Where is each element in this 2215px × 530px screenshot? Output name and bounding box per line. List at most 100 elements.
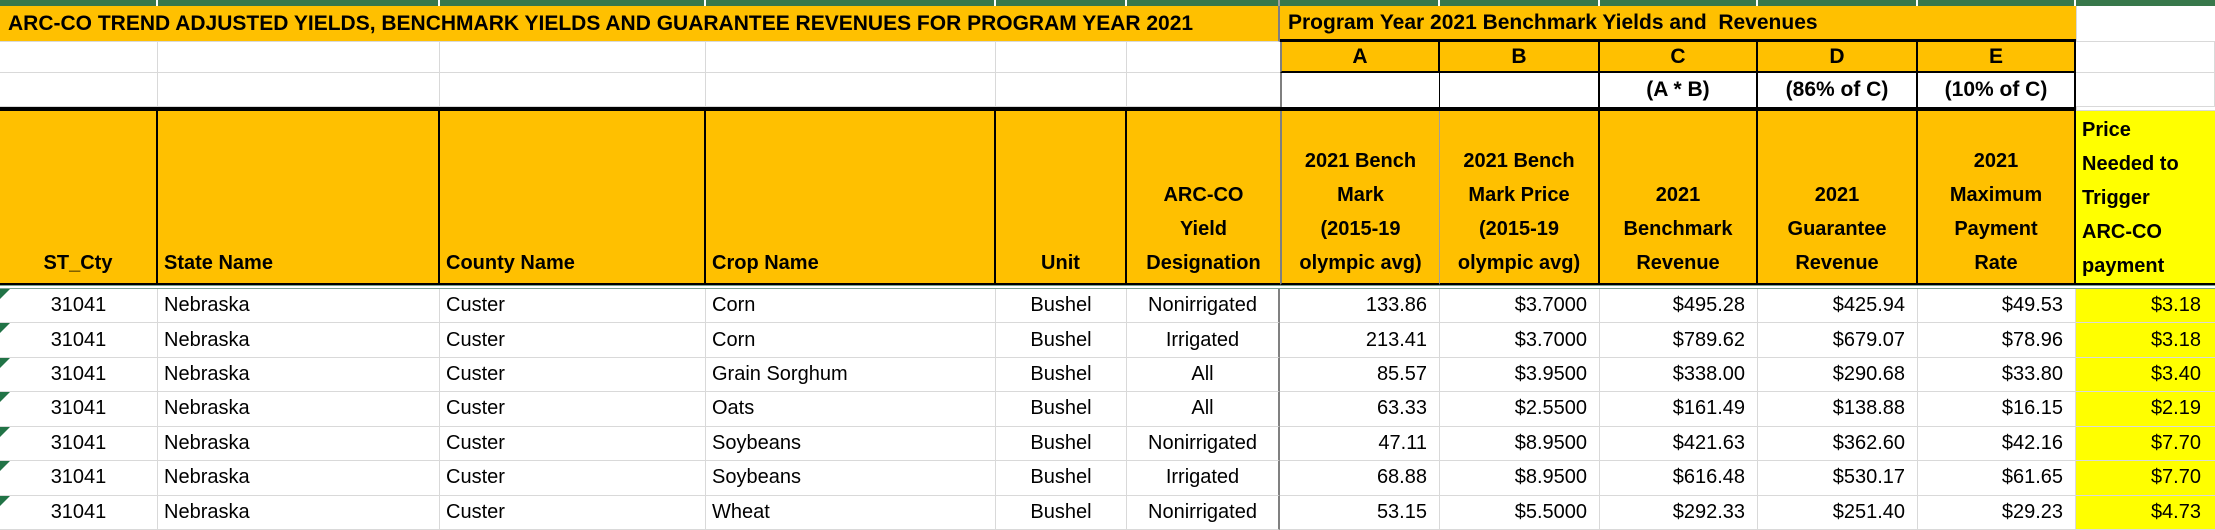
header-crop-name[interactable]: Crop Name [706,111,996,285]
empty-cell[interactable] [158,73,440,107]
cell-st-cty[interactable]: 31041 [0,323,158,358]
cell-benchmark-price[interactable]: $3.7000 [1440,289,1600,324]
column-letter-b[interactable]: B [1440,42,1600,73]
cell-county-name[interactable]: Custer [440,357,706,393]
cell-maximum-payment-rate[interactable]: $42.16 [1918,426,2076,462]
cell-st-cty[interactable]: 31041 [0,392,158,427]
cell-yield-designation[interactable]: Irrigated [1127,461,1280,496]
cell-yield-designation[interactable]: All [1127,392,1280,427]
header-2021-benchmark-yield[interactable]: 2021 Bench Mark (2015-19 olympic avg) [1280,111,1440,285]
cell-st-cty[interactable]: 31041 [0,495,158,530]
cell-benchmark-price[interactable]: $3.9500 [1440,357,1600,393]
column-letter-d[interactable]: D [1758,42,1918,73]
cell-benchmark-revenue[interactable]: $495.28 [1600,289,1758,324]
cell-crop-name[interactable]: Oats [706,392,996,427]
cell-st-cty[interactable]: 31041 [0,426,158,462]
formula-d[interactable]: (86% of C) [1758,73,1918,107]
cell-maximum-payment-rate[interactable]: $49.53 [1918,289,2076,324]
cell-benchmark-yield[interactable]: 53.15 [1280,495,1440,530]
cell-unit[interactable]: Bushel [996,426,1127,462]
cell-price-needed-to-trigger[interactable]: $7.70 [2076,426,2215,462]
cell-yield-designation[interactable]: Nonirrigated [1127,495,1280,530]
cell-maximum-payment-rate[interactable]: $33.80 [1918,357,2076,393]
cell-maximum-payment-rate[interactable]: $61.65 [1918,461,2076,496]
cell-crop-name[interactable]: Corn [706,289,996,324]
cell-crop-name[interactable]: Soybeans [706,461,996,496]
cell-crop-name[interactable]: Soybeans [706,426,996,462]
cell-benchmark-revenue[interactable]: $338.00 [1600,357,1758,393]
header-2021-benchmark-price[interactable]: 2021 Bench Mark Price (2015-19 olympic a… [1440,111,1600,285]
cell-maximum-payment-rate[interactable]: $29.23 [1918,495,2076,530]
empty-cell[interactable] [1127,73,1280,107]
cell-yield-designation[interactable]: Nonirrigated [1127,426,1280,462]
cell-price-needed-to-trigger[interactable]: $2.19 [2076,392,2215,427]
cell-maximum-payment-rate[interactable]: $16.15 [1918,392,2076,427]
empty-cell[interactable] [0,73,158,107]
cell-benchmark-yield[interactable]: 213.41 [1280,323,1440,358]
cell-county-name[interactable]: Custer [440,323,706,358]
cell-unit[interactable]: Bushel [996,289,1127,324]
cell-price-needed-to-trigger[interactable]: $7.70 [2076,461,2215,496]
header-2021-benchmark-revenue[interactable]: 2021 Benchmark Revenue [1600,111,1758,285]
cell-guarantee-revenue[interactable]: $530.17 [1758,461,1918,496]
cell-benchmark-revenue[interactable]: $421.63 [1600,426,1758,462]
cell-state-name[interactable]: Nebraska [158,392,440,427]
cell-guarantee-revenue[interactable]: $290.68 [1758,357,1918,393]
cell-price-needed-to-trigger[interactable]: $3.18 [2076,323,2215,358]
cell-benchmark-yield[interactable]: 63.33 [1280,392,1440,427]
header-unit[interactable]: Unit [996,111,1127,285]
cell-county-name[interactable]: Custer [440,461,706,496]
cell-benchmark-revenue[interactable]: $616.48 [1600,461,1758,496]
cell-guarantee-revenue[interactable]: $679.07 [1758,323,1918,358]
cell-benchmark-revenue[interactable]: $161.49 [1600,392,1758,427]
cell-benchmark-price[interactable]: $2.5500 [1440,392,1600,427]
cell-guarantee-revenue[interactable]: $425.94 [1758,289,1918,324]
cell-unit[interactable]: Bushel [996,357,1127,393]
cell-unit[interactable]: Bushel [996,461,1127,496]
cell-county-name[interactable]: Custer [440,289,706,324]
cell-benchmark-price[interactable]: $5.5000 [1440,495,1600,530]
cell-guarantee-revenue[interactable]: $138.88 [1758,392,1918,427]
cell-st-cty[interactable]: 31041 [0,461,158,496]
column-letter-c[interactable]: C [1600,42,1758,73]
empty-cell[interactable] [2076,73,2215,107]
cell-state-name[interactable]: Nebraska [158,323,440,358]
empty-cell[interactable] [706,42,996,73]
main-title-cell[interactable]: ARC-CO TREND ADJUSTED YIELDS, BENCHMARK … [0,6,1280,42]
cell-benchmark-revenue[interactable]: $789.62 [1600,323,1758,358]
column-letter-e[interactable]: E [1918,42,2076,73]
cell-benchmark-yield[interactable]: 133.86 [1280,289,1440,324]
empty-cell[interactable] [0,42,158,73]
benchmark-section-title-cell[interactable]: Program Year 2021 Benchmark Yields and R… [1280,6,2076,42]
cell-st-cty[interactable]: 31041 [0,289,158,324]
cell-crop-name[interactable]: Wheat [706,495,996,530]
cell-county-name[interactable]: Custer [440,426,706,462]
empty-cell[interactable] [996,73,1127,107]
cell-crop-name[interactable]: Corn [706,323,996,358]
cell-state-name[interactable]: Nebraska [158,495,440,530]
column-letter-a[interactable]: A [1280,42,1440,73]
formula-e[interactable]: (10% of C) [1918,73,2076,107]
cell-benchmark-revenue[interactable]: $292.33 [1600,495,1758,530]
empty-cell[interactable] [1440,73,1600,107]
header-arc-co-yield-designation[interactable]: ARC-CO Yield Designation [1127,111,1280,285]
empty-cell[interactable] [1280,73,1440,107]
cell-yield-designation[interactable]: Nonirrigated [1127,289,1280,324]
cell-benchmark-price[interactable]: $8.9500 [1440,461,1600,496]
cell-guarantee-revenue[interactable]: $251.40 [1758,495,1918,530]
header-state-name[interactable]: State Name [158,111,440,285]
empty-cell[interactable] [2076,6,2215,42]
empty-cell[interactable] [2076,42,2215,73]
cell-unit[interactable]: Bushel [996,392,1127,427]
cell-state-name[interactable]: Nebraska [158,289,440,324]
header-county-name[interactable]: County Name [440,111,706,285]
cell-st-cty[interactable]: 31041 [0,357,158,393]
empty-cell[interactable] [996,42,1127,73]
empty-cell[interactable] [1127,42,1280,73]
header-2021-maximum-payment-rate[interactable]: 2021 Maximum Payment Rate [1918,111,2076,285]
cell-benchmark-yield[interactable]: 68.88 [1280,461,1440,496]
cell-crop-name[interactable]: Grain Sorghum [706,357,996,393]
cell-unit[interactable]: Bushel [996,495,1127,530]
cell-yield-designation[interactable]: All [1127,357,1280,393]
header-price-needed-to-trigger[interactable]: Price Needed to Trigger ARC-CO payment [2076,111,2215,285]
